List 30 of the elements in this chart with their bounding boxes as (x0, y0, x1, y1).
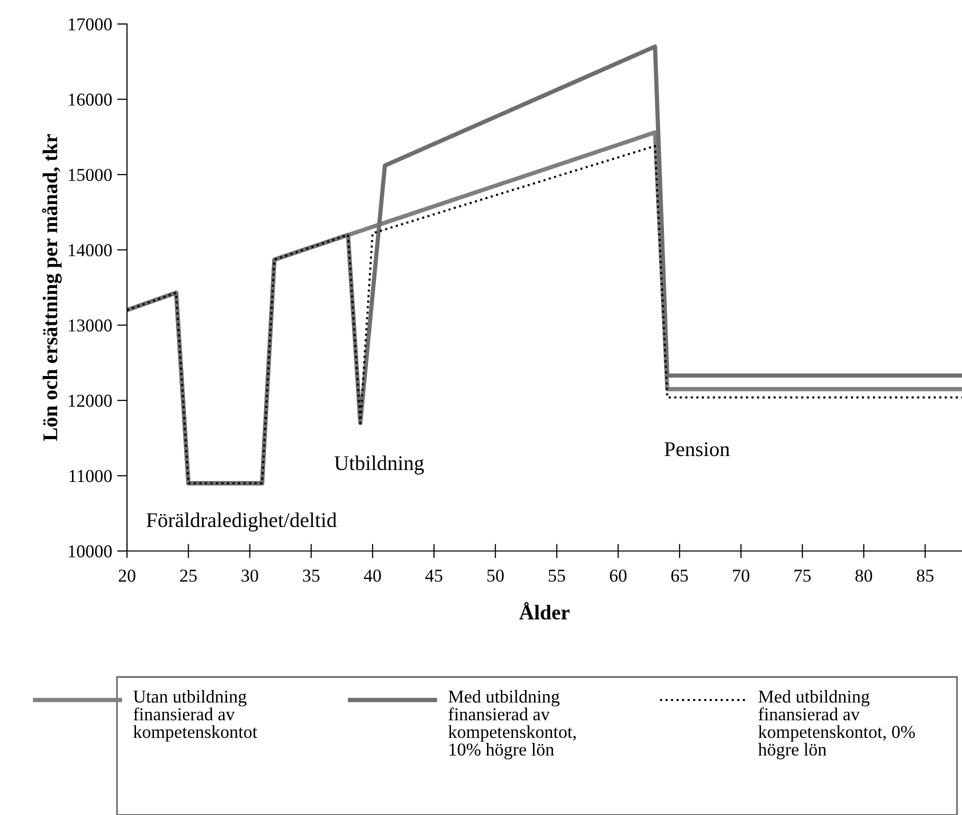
x-tick-label: 75 (794, 570, 811, 582)
legend-label: Utan utbildning finansierad av kompetenskontot (133, 690, 258, 742)
y-tick-label: 11000 (70, 470, 112, 482)
y-axis-title: Lön och ersättning per månad, tkr (42, 134, 62, 441)
x-tick-label: 45 (425, 570, 442, 582)
x-tick-label: 25 (180, 570, 197, 582)
y-tick-label: 16000 (68, 94, 112, 106)
legend-label: Med utbildning finansierad av kompetenskontot, 0% högre lön (758, 690, 915, 760)
y-tick-label: 17000 (68, 18, 112, 30)
x-tick-label: 20 (118, 570, 136, 582)
annotation: Utbildning (334, 456, 424, 474)
y-tick-label: 15000 (68, 168, 112, 182)
x-tick-label: 30 (242, 570, 258, 582)
x-tick-label: 50 (487, 570, 504, 582)
x-tick-label: 40 (364, 570, 381, 582)
x-tick-label: 55 (548, 570, 566, 582)
legend-label: Med utbildning finansierad av kompetenskontot, 10% högre lön (448, 690, 576, 760)
y-tick-label: 13000 (68, 319, 112, 332)
x-tick-label: 85 (916, 570, 934, 582)
x-tick-label: 70 (733, 570, 750, 582)
x-axis-title: Ålder (519, 602, 570, 620)
x-tick-label: 65 (671, 570, 688, 582)
y-tick-label: 14000 (68, 244, 112, 256)
annotation: Föräldraledighet/deltid (146, 512, 337, 532)
y-tick-label: 10000 (68, 545, 112, 558)
x-tick-label: 35 (303, 570, 320, 582)
y-tick-label: 12000 (68, 394, 112, 407)
x-tick-label: 80 (855, 570, 872, 582)
annotation: Pension (664, 442, 730, 456)
x-tick-label: 60 (610, 570, 627, 582)
